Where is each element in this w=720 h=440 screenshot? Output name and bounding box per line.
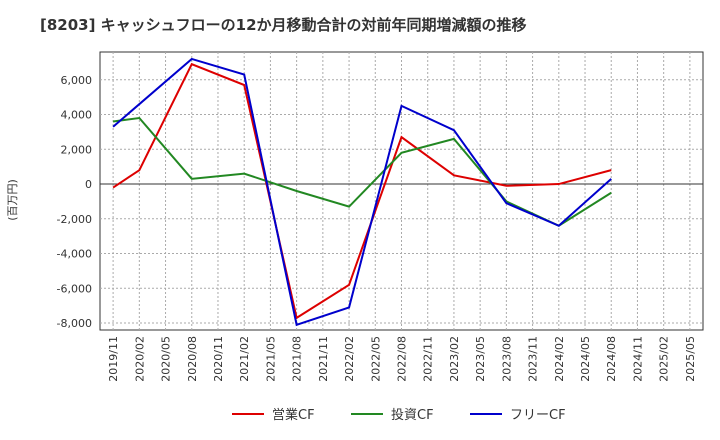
x-tick-label: 2021/11 (317, 336, 330, 382)
axes: 2019/11 2020/02 2020/05 2020/08 2020/11 2021/… (57, 74, 697, 382)
series-line-2 (112, 116, 612, 227)
grid-lines (100, 52, 703, 330)
x-tick-label: 2024/08 (605, 336, 618, 382)
x-tick-label: 2023/02 (448, 336, 461, 382)
plot-area (99, 51, 704, 331)
series-line-3 (112, 57, 612, 327)
x-tick-label: 2020/08 (186, 336, 199, 382)
x-tick-label: 2022/11 (422, 336, 435, 382)
x-tick-label: 2025/05 (684, 336, 697, 382)
x-tick-label: 2021/02 (238, 336, 251, 382)
x-tick-label: 2024/05 (579, 336, 592, 382)
x-tick-label: 2019/11 (107, 336, 120, 382)
x-tick-label: 2020/02 (133, 336, 146, 382)
y-tick-label: 4,000 (61, 109, 93, 122)
legend: 営業CF 投資CF フリーCF (232, 407, 566, 423)
x-tick-label: 2025/02 (658, 336, 671, 382)
legend-label-3: フリーCF (510, 408, 566, 423)
y-tick-label: 0 (85, 178, 92, 191)
chart-title: [8203] キャッシュフローの12か月移動合計の対前年同期増減額の推移 (40, 16, 527, 34)
y-tick-label: 2,000 (61, 143, 93, 156)
y-tick-label: -8,000 (57, 317, 92, 330)
x-tick-label: 2021/08 (291, 336, 304, 382)
x-tick-label: 2024/02 (553, 336, 566, 382)
legend-label-2: 投資CF (391, 407, 434, 423)
x-tick-label: 2020/05 (160, 336, 173, 382)
x-tick-label: 2020/11 (212, 336, 225, 382)
y-tick-label: 6,000 (61, 74, 93, 87)
series-line-1 (112, 62, 612, 320)
x-tick-label: 2021/05 (264, 336, 277, 382)
y-axis-label: (百万円) (6, 179, 19, 221)
series-lines (112, 57, 612, 327)
y-tick-label: -2,000 (57, 213, 92, 226)
x-tick-label: 2023/11 (527, 336, 540, 382)
y-tick-label: -6,000 (57, 282, 92, 295)
legend-label-1: 営業CF (272, 407, 315, 423)
x-tick-label: 2022/02 (343, 336, 356, 382)
x-tick-label: 2024/11 (631, 336, 644, 382)
x-tick-label: 2023/05 (474, 336, 487, 382)
y-tick-label: -4,000 (57, 248, 92, 261)
x-tick-label: 2022/08 (396, 336, 409, 382)
x-tick-label: 2022/05 (369, 336, 382, 382)
x-tick-label: 2023/08 (500, 336, 513, 382)
